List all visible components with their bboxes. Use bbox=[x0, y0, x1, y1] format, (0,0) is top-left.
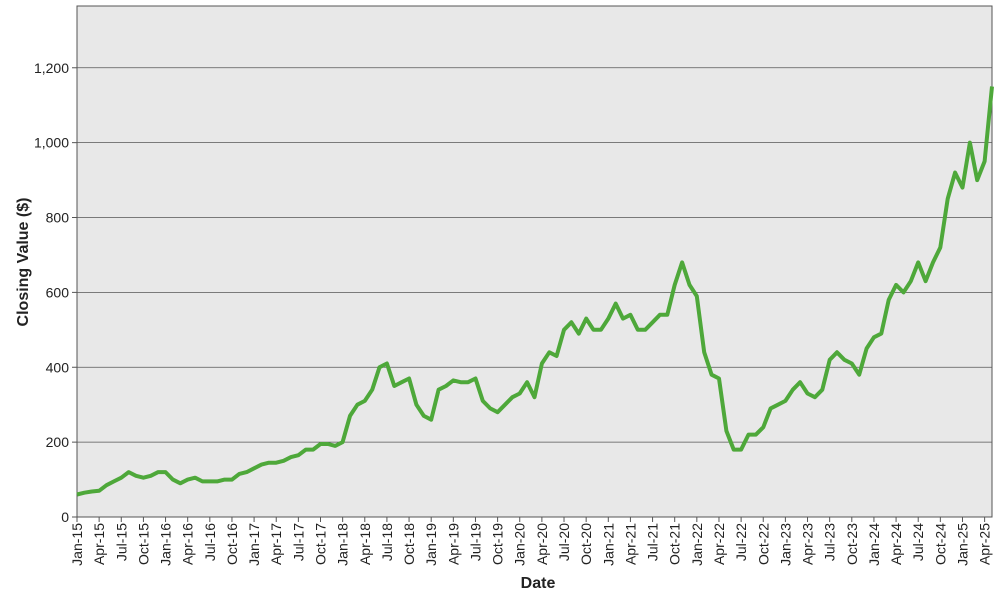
x-tick-label: Oct-21 bbox=[667, 523, 683, 565]
y-tick-label: 200 bbox=[46, 434, 70, 450]
x-tick-label: Jan-18 bbox=[335, 523, 351, 566]
line bbox=[76, 86, 994, 497]
x-tick-label: Oct-15 bbox=[135, 523, 151, 565]
x-tick-label: Apr-16 bbox=[180, 523, 196, 565]
x-tick-label: Jan-16 bbox=[158, 523, 174, 566]
y-tick-label: 600 bbox=[46, 284, 70, 300]
x-tick-label: Apr-18 bbox=[357, 523, 373, 565]
x-tick-label: Oct-24 bbox=[932, 523, 948, 565]
x-tick-label: Apr-20 bbox=[534, 523, 550, 565]
y-tick-label: 1,200 bbox=[34, 60, 69, 76]
x-tick-label: Apr-22 bbox=[711, 523, 727, 565]
x-tick-label: Jul-23 bbox=[822, 523, 838, 561]
x-tick-label: Jul-19 bbox=[467, 523, 483, 561]
x-tick-label: Jul-20 bbox=[556, 523, 572, 561]
x-tick-label: Jan-24 bbox=[866, 523, 882, 566]
x-tick-label: Oct-19 bbox=[490, 523, 506, 565]
y-axis-label: Closing Value ($) bbox=[15, 198, 32, 327]
x-tick-label: Apr-19 bbox=[445, 523, 461, 565]
x-tick-label: Jul-16 bbox=[202, 523, 218, 561]
x-tick-label: Apr-23 bbox=[800, 523, 816, 565]
x-tick-label: Oct-23 bbox=[844, 523, 860, 565]
x-tick-label: Jan-20 bbox=[512, 523, 528, 566]
y-tick-label: 400 bbox=[46, 359, 70, 375]
x-tick-label: Jul-18 bbox=[379, 523, 395, 561]
x-tick-label: Oct-16 bbox=[224, 523, 240, 565]
x-tick-label: Oct-17 bbox=[313, 523, 329, 565]
y-tick-label: 1,000 bbox=[34, 135, 69, 151]
x-tick-label: Jan-22 bbox=[689, 523, 705, 566]
x-tick-label: Apr-21 bbox=[622, 523, 638, 565]
x-tick-label: Apr-15 bbox=[91, 523, 107, 565]
x-tick-label: Jul-24 bbox=[910, 523, 926, 561]
x-tick-label: Apr-17 bbox=[268, 523, 284, 565]
x-tick-label: Jan-23 bbox=[777, 523, 793, 566]
x-tick-label: Jul-22 bbox=[733, 523, 749, 561]
x-tick-label: Oct-18 bbox=[401, 523, 417, 565]
x-tick-label: Jan-19 bbox=[423, 523, 439, 566]
plot-area bbox=[76, 5, 993, 518]
x-tick-label: Apr-24 bbox=[888, 523, 904, 565]
x-tick-label: Apr-25 bbox=[977, 523, 993, 565]
y-tick-label: 800 bbox=[46, 210, 70, 226]
x-tick-label: Jan-15 bbox=[69, 523, 85, 566]
x-tick-label: Jan-21 bbox=[600, 523, 616, 566]
x-tick-label: Jan-25 bbox=[954, 523, 970, 566]
x-axis-label: Date bbox=[521, 575, 556, 592]
x-tick-label: Jul-21 bbox=[645, 523, 661, 561]
x-tick-label: Oct-22 bbox=[755, 523, 771, 565]
x-tick-label: Jul-17 bbox=[290, 523, 306, 561]
x-tick-label: Jul-15 bbox=[113, 523, 129, 561]
x-tick-label: Oct-20 bbox=[578, 523, 594, 565]
y-tick-label: 0 bbox=[61, 509, 69, 525]
x-tick-label: Jan-17 bbox=[246, 523, 262, 566]
